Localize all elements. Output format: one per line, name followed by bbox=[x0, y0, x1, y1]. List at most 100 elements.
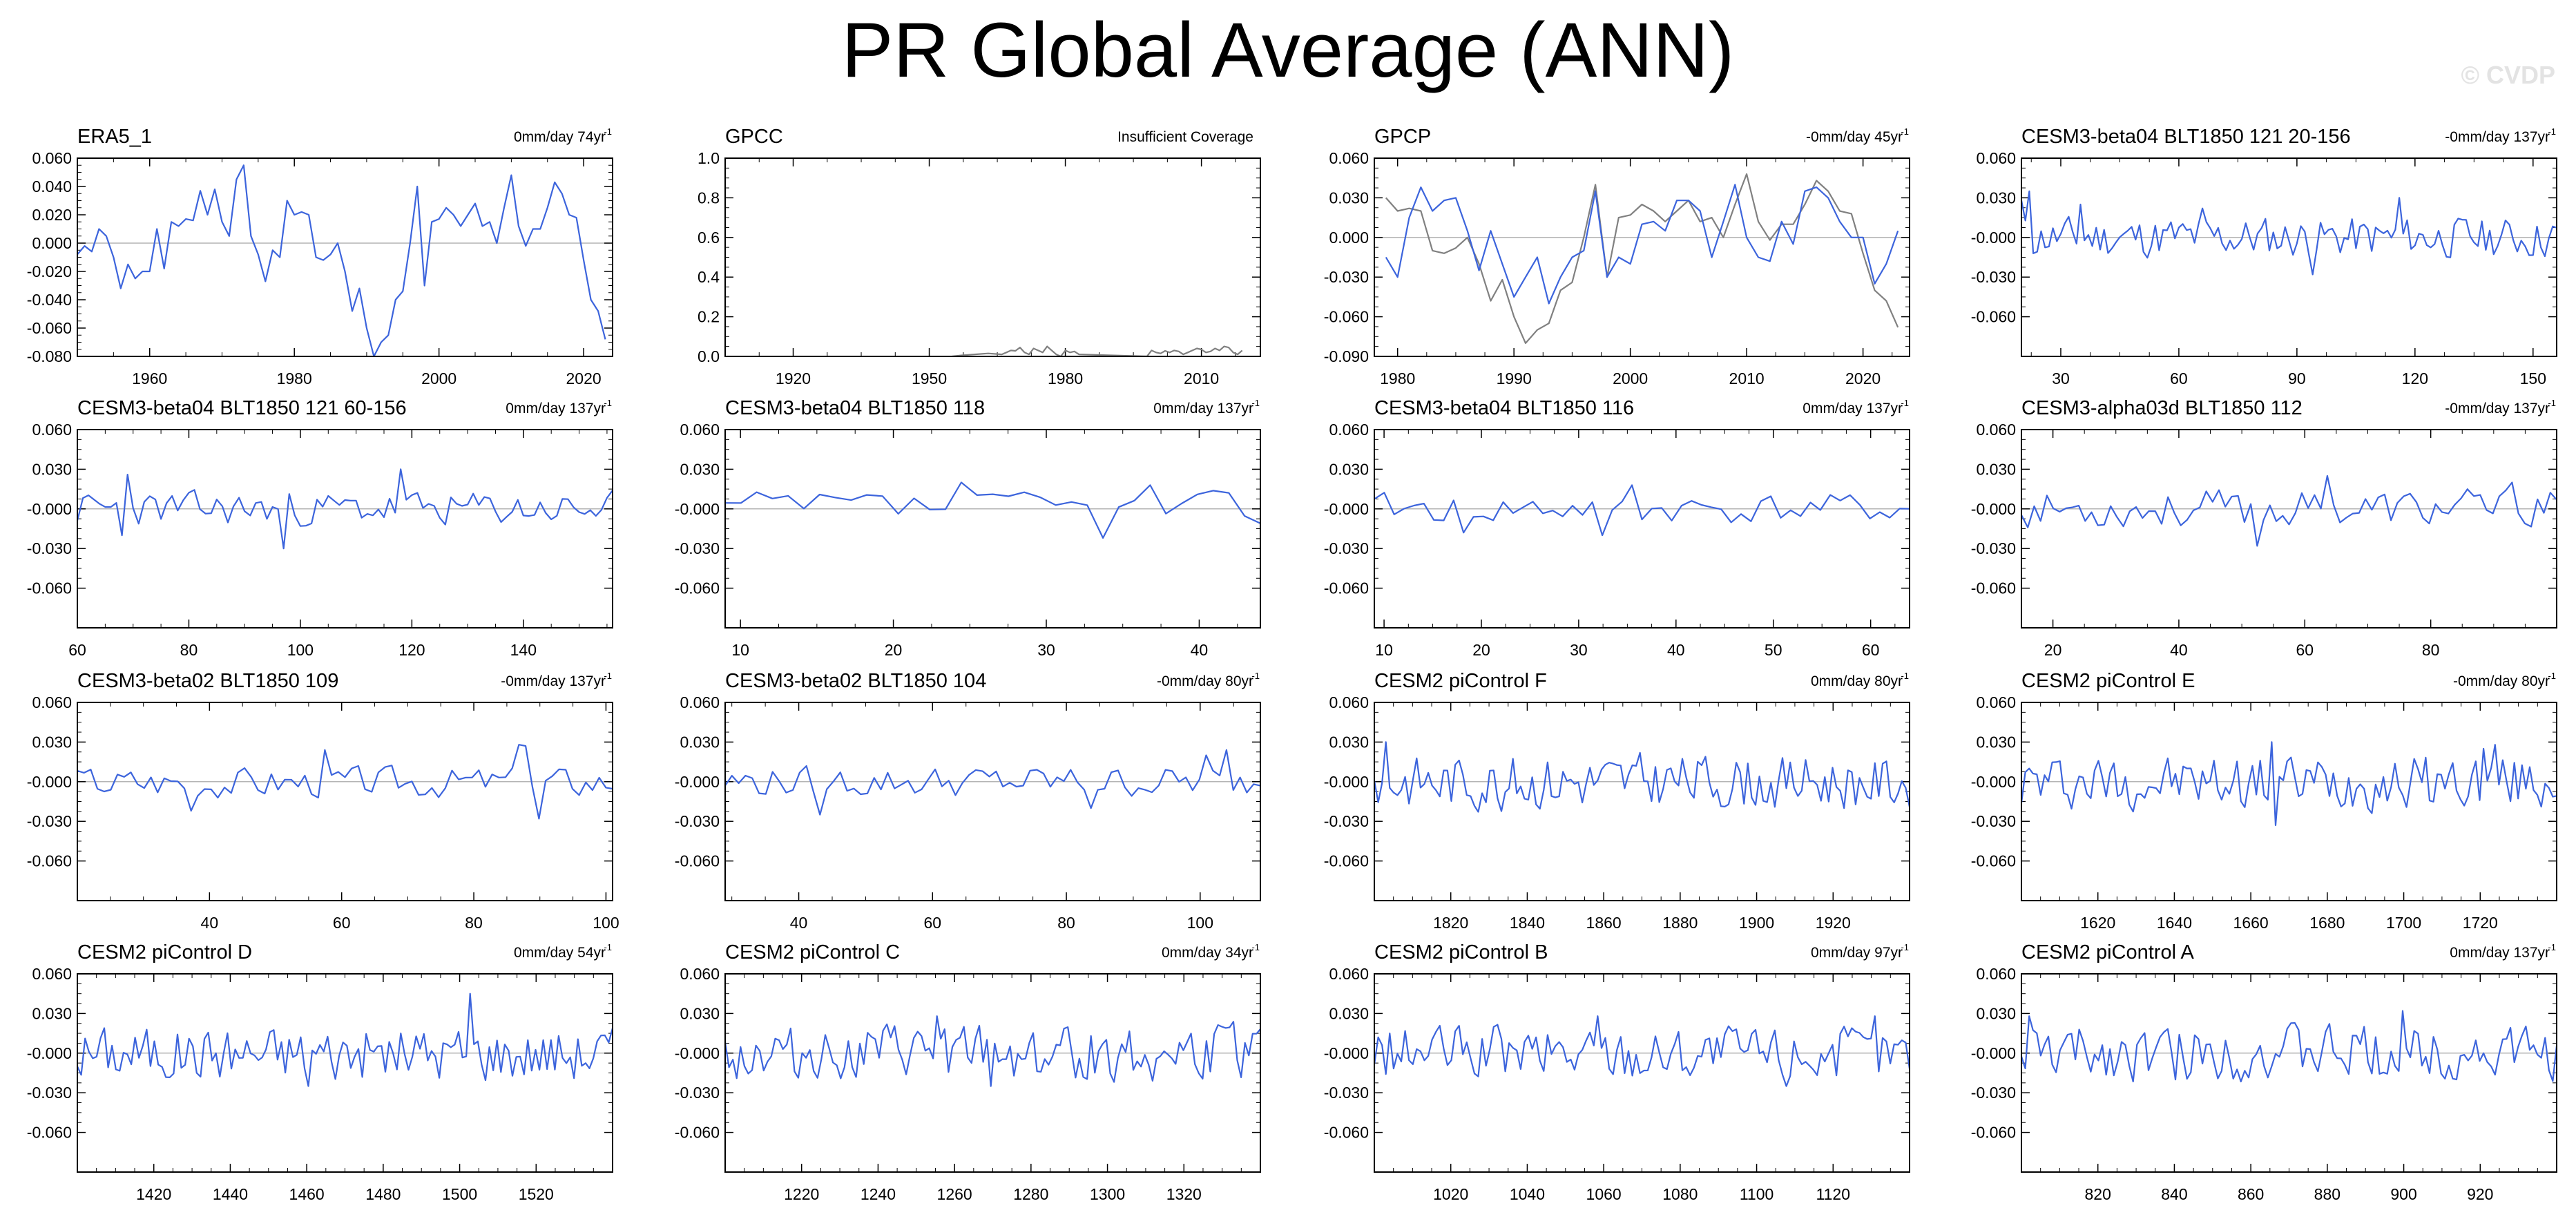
plot-frame bbox=[77, 429, 613, 629]
x-tick-label: 1280 bbox=[1013, 1185, 1048, 1203]
x-tick-label: 80 bbox=[2422, 641, 2440, 659]
series-line bbox=[724, 1015, 1261, 1087]
y-tick-label: 0.030 bbox=[32, 733, 72, 751]
panel-title: GPCC bbox=[725, 126, 783, 148]
x-tick-label: 1840 bbox=[1510, 914, 1545, 932]
panel-annotation: -0mm/day 80yr bbox=[2453, 673, 2550, 689]
y-tick-label: -0.060 bbox=[1324, 1124, 1369, 1142]
x-tick-label: 1440 bbox=[213, 1185, 248, 1203]
y-tick-label: -0.060 bbox=[27, 1124, 72, 1142]
y-tick-label: -0.030 bbox=[675, 812, 720, 830]
series-line bbox=[2020, 190, 2557, 276]
y-tick-label: 0.060 bbox=[680, 693, 720, 711]
x-tick-label: 1260 bbox=[937, 1185, 972, 1203]
panel-annotation-exponent: -1 bbox=[604, 671, 612, 681]
chart-panel: GPCP -0mm/day 45yr-1 -0.090 -0.060 -0.030 0.0… bbox=[1324, 126, 1910, 387]
panel-title: ERA5_1 bbox=[77, 126, 152, 148]
x-tick-label: 90 bbox=[2288, 370, 2306, 387]
x-tick-label: 120 bbox=[2402, 370, 2428, 387]
y-tick-label: 0.030 bbox=[1329, 733, 1369, 751]
x-tick-label: 1320 bbox=[1166, 1185, 1202, 1203]
x-tick-label: 2000 bbox=[421, 370, 456, 387]
x-tick-label: 20 bbox=[885, 641, 903, 659]
panel-annotation: 0mm/day 97yr bbox=[1811, 945, 1903, 961]
plot-frame bbox=[724, 429, 1261, 629]
panel-title: CESM2 piControl E bbox=[2021, 670, 2195, 692]
x-tick-label: 1980 bbox=[277, 370, 312, 387]
x-tick-label: 840 bbox=[2161, 1185, 2187, 1203]
x-tick-label: 40 bbox=[2170, 641, 2188, 659]
y-tick-label: 0.060 bbox=[1976, 149, 2016, 167]
x-tick-label: 1640 bbox=[2157, 914, 2192, 932]
panel-title: CESM2 piControl C bbox=[725, 941, 900, 963]
y-tick-label: -0.000 bbox=[27, 500, 72, 518]
chart-panel: ERA5_1 0mm/day 74yr-1 -0.080 -0.060 -0.040 -0… bbox=[27, 126, 613, 387]
x-tick-label: 1880 bbox=[1662, 914, 1698, 932]
panel-annotation: -0mm/day 45yr bbox=[1806, 129, 1903, 145]
x-tick-label: 1520 bbox=[519, 1185, 554, 1203]
y-tick-label: -0.030 bbox=[1971, 539, 2016, 557]
y-tick-label: 0.0 bbox=[698, 347, 720, 365]
x-tick-label: 1120 bbox=[1816, 1185, 1850, 1203]
chart-panel: CESM2 piControl F 0mm/day 80yr-1 -0.060 -0.… bbox=[1324, 670, 1911, 932]
y-tick-label: 0.030 bbox=[1976, 733, 2016, 751]
y-tick-label: 0.060 bbox=[1976, 965, 2016, 983]
x-tick-label: 40 bbox=[1191, 641, 1209, 659]
y-tick-label: 0.030 bbox=[1976, 460, 2016, 478]
y-tick-label: -0.020 bbox=[27, 262, 72, 280]
y-tick-label: -0.030 bbox=[1971, 268, 2016, 286]
x-tick-label: 1240 bbox=[861, 1185, 896, 1203]
series-line bbox=[1385, 173, 1899, 344]
panel-annotation-exponent: -1 bbox=[1901, 671, 1909, 681]
panel-annotation: 0mm/day 137yr bbox=[2450, 945, 2550, 961]
x-tick-label: 1950 bbox=[912, 370, 947, 387]
x-tick-label: 140 bbox=[510, 641, 537, 659]
y-tick-label: -0.030 bbox=[1324, 539, 1369, 557]
y-tick-label: -0.000 bbox=[1971, 500, 2016, 518]
page-title: PR Global Average (ANN) bbox=[841, 7, 1735, 93]
x-tick-label: 900 bbox=[2390, 1185, 2416, 1203]
y-tick-label: 0.040 bbox=[32, 178, 72, 195]
y-tick-label: -0.080 bbox=[27, 347, 72, 365]
series-line bbox=[1373, 741, 1911, 813]
y-tick-label: 0.030 bbox=[1329, 460, 1369, 478]
chart-panel: CESM2 piControl D 0mm/day 54yr-1 -0.060 -0.… bbox=[27, 941, 614, 1203]
panel-annotation-exponent: -1 bbox=[2548, 126, 2556, 137]
panel-annotation-exponent: -1 bbox=[2548, 942, 2556, 952]
x-tick-label: 80 bbox=[180, 641, 198, 659]
y-tick-label: -0.000 bbox=[675, 500, 720, 518]
plot-frame bbox=[724, 702, 1261, 901]
x-tick-label: 60 bbox=[924, 914, 942, 932]
y-tick-label: -0.060 bbox=[675, 579, 720, 597]
x-tick-label: 1680 bbox=[2309, 914, 2345, 932]
y-tick-label: -0.030 bbox=[675, 539, 720, 557]
x-tick-label: 1060 bbox=[1586, 1185, 1622, 1203]
panel-annotation: 0mm/day 80yr bbox=[1811, 673, 1903, 689]
panel-annotation: -0mm/day 80yr bbox=[1157, 673, 1253, 689]
x-tick-label: 60 bbox=[68, 641, 86, 659]
y-tick-label: -0.000 bbox=[1324, 1044, 1369, 1062]
y-tick-label: -0.000 bbox=[675, 773, 720, 791]
y-tick-label: 0.060 bbox=[1329, 421, 1369, 439]
series-line bbox=[2020, 1010, 2558, 1083]
y-tick-label: -0.060 bbox=[675, 1124, 720, 1142]
y-tick-label: 0.060 bbox=[32, 149, 72, 167]
x-tick-label: 920 bbox=[2467, 1185, 2493, 1203]
y-tick-label: -0.030 bbox=[27, 1084, 72, 1102]
x-tick-label: 150 bbox=[2520, 370, 2546, 387]
plot-frame bbox=[77, 973, 613, 1173]
chart-panel: CESM2 piControl B 0mm/day 97yr-1 -0.060 -0.… bbox=[1324, 941, 1911, 1203]
panel-title: CESM2 piControl D bbox=[77, 941, 252, 963]
x-tick-label: 120 bbox=[398, 641, 425, 659]
y-tick-label: -0.000 bbox=[1971, 1044, 2016, 1062]
x-tick-label: 40 bbox=[790, 914, 808, 932]
x-tick-label: 1700 bbox=[2386, 914, 2421, 932]
y-tick-label: 0.060 bbox=[680, 421, 720, 439]
x-tick-label: 40 bbox=[201, 914, 219, 932]
y-tick-label: 0.060 bbox=[1976, 421, 2016, 439]
plot-frame bbox=[2021, 702, 2557, 901]
chart-panel: CESM3-beta02 BLT1850 109 -0mm/day 137yr-1… bbox=[27, 670, 619, 932]
panel-title: CESM3-beta04 BLT1850 121 20-156 bbox=[2021, 126, 2351, 148]
x-tick-label: 1420 bbox=[136, 1185, 171, 1203]
x-tick-label: 2020 bbox=[566, 370, 602, 387]
